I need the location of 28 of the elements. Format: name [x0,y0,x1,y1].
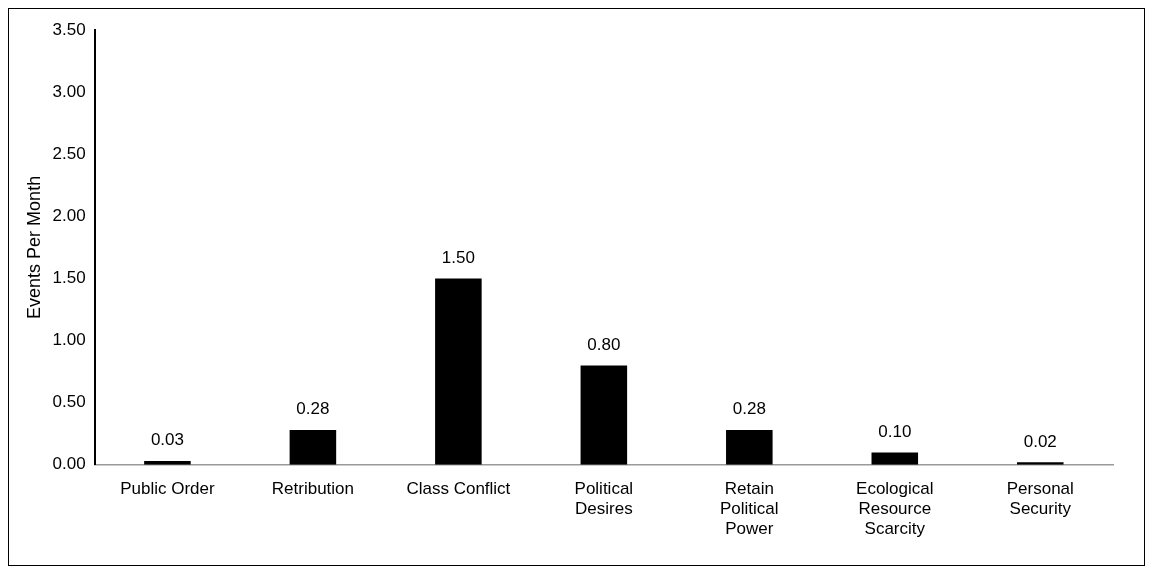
data-label: 0.28 [732,399,766,419]
bar [580,365,628,465]
y-axis-title: Events Per Month [23,175,44,319]
y-tick-label: 0.00 [52,454,86,474]
bar [871,452,919,465]
x-tick-label: Class Conflict [406,478,511,498]
y-tick-label: 2.50 [52,143,86,163]
data-label: 0.10 [878,421,912,441]
y-tick-label: 3.00 [52,81,86,101]
x-tick-label: Political Desires [574,478,634,519]
data-label: 0.80 [587,334,621,354]
data-label: 0.03 [150,430,184,450]
x-tick-label: Retain Political Power [720,478,779,539]
bar [289,430,337,465]
bar [726,430,773,465]
x-tick-label: Public Order [120,478,215,498]
y-tick-label: 3.50 [52,19,86,39]
y-tick-label: 2.00 [52,206,86,226]
y-tick-label: 1.00 [52,330,86,350]
x-tick-label: Personal Security [1006,478,1074,519]
bar [435,278,482,465]
data-label: 0.02 [1023,431,1057,451]
data-label: 0.28 [296,399,330,419]
x-tick-label: Ecological Resource Scarcity [856,478,934,539]
x-tick-label: Retribution [271,478,355,498]
y-tick-label: 1.50 [52,268,86,288]
y-tick-label: 0.50 [52,392,86,412]
data-label: 1.50 [441,247,475,267]
